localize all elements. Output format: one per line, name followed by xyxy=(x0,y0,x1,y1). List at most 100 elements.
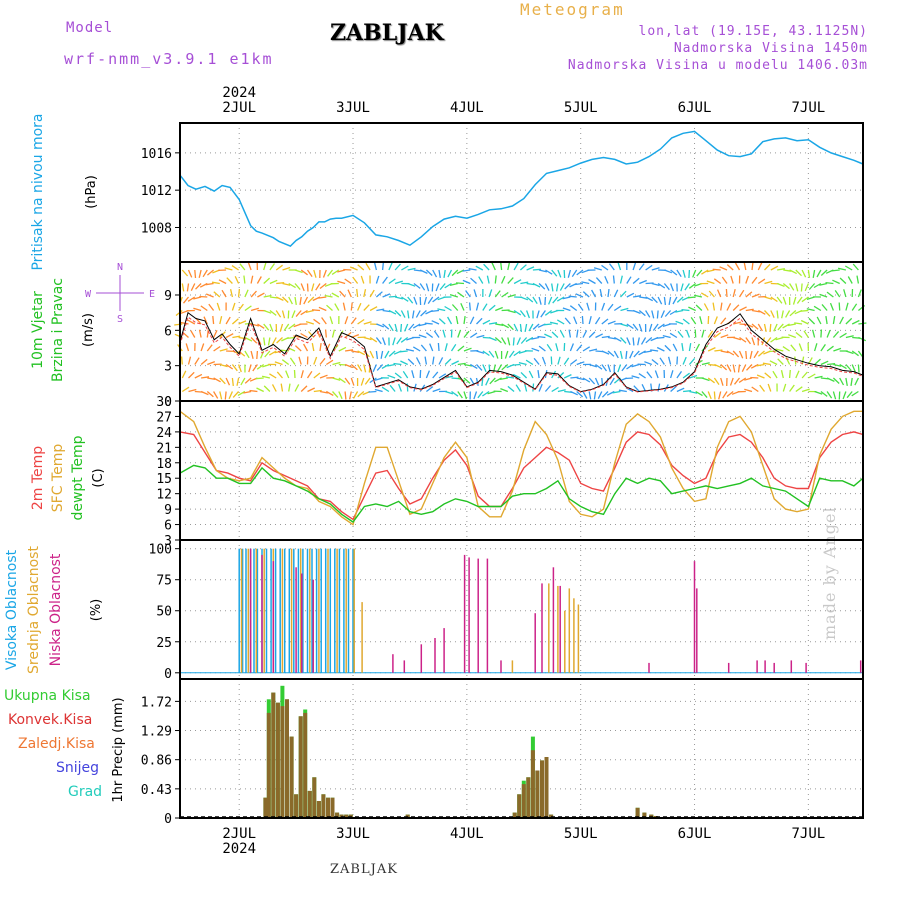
precip-conv-bar xyxy=(521,784,526,818)
wind-arrow xyxy=(576,269,584,276)
wind-arrow xyxy=(412,323,421,329)
wind-arrow xyxy=(207,377,216,381)
wind-arrow xyxy=(488,364,491,373)
wind-arrow xyxy=(455,282,465,285)
wind-arrow xyxy=(499,377,508,381)
wind-arrow xyxy=(426,386,434,393)
wind-arrow xyxy=(444,305,452,312)
wind-arrow xyxy=(746,364,753,371)
wind-arrow xyxy=(488,336,497,342)
precip-legend-0: Ukupna Kisa xyxy=(4,688,91,704)
wind-arrow xyxy=(397,383,403,392)
top-day-label: 3JUL xyxy=(336,100,370,116)
wind-arrow xyxy=(591,289,597,298)
wind-arrow xyxy=(469,332,478,339)
wind-arrow xyxy=(532,268,541,271)
wind-arrow xyxy=(620,337,627,344)
wind-arrow xyxy=(388,262,393,271)
wind-arrow xyxy=(839,377,845,386)
wind-arrow xyxy=(573,316,578,325)
wind-arrow xyxy=(707,377,715,384)
precip-conv-bar xyxy=(271,692,276,818)
wind-arrow xyxy=(288,383,291,392)
wind-arrow xyxy=(617,262,622,271)
wind-arrow xyxy=(632,309,641,315)
wind-arrow xyxy=(712,268,721,271)
wind-arrow xyxy=(688,306,696,312)
wind-arrow xyxy=(332,361,341,366)
wind-arrow xyxy=(447,316,453,325)
precip-conv-bar xyxy=(642,812,647,818)
wind-arrow xyxy=(487,390,496,395)
wind-arrow xyxy=(513,350,521,357)
wind-arrow xyxy=(432,388,441,393)
wind-arrow xyxy=(234,276,240,284)
wind-arrow xyxy=(449,293,458,298)
wind-arrow xyxy=(507,309,516,314)
top-year-label: 2024 xyxy=(222,85,256,101)
wind-arrow xyxy=(526,266,535,271)
wind-arrow xyxy=(181,269,189,277)
wind-arrow xyxy=(795,370,800,379)
wind-arrow xyxy=(852,263,859,271)
wind-arrow xyxy=(769,323,772,333)
wind-arrow xyxy=(794,322,803,325)
wind-arrow xyxy=(633,350,640,358)
wind-arrow xyxy=(526,296,534,303)
wind-arrow xyxy=(763,323,767,332)
wind-arrow xyxy=(643,350,652,354)
wind-arrow xyxy=(368,390,377,393)
precip-conv-bar xyxy=(530,750,535,818)
wind-arrow xyxy=(788,369,791,379)
wind-arrow xyxy=(706,280,715,285)
wind-arrow xyxy=(462,279,471,285)
wind-arrow xyxy=(238,320,247,325)
wind-arrow xyxy=(851,350,859,357)
wind-arrow xyxy=(832,279,840,285)
wind-arrow xyxy=(703,303,709,311)
wind-arrow xyxy=(645,296,654,302)
wind-arrow xyxy=(795,331,803,339)
wind-arrow xyxy=(400,310,406,318)
wind-arrow xyxy=(667,356,672,365)
wind-arrow xyxy=(656,346,665,352)
precip-conv-bar xyxy=(280,706,285,818)
wind-arrow xyxy=(759,384,766,392)
wind-arrow xyxy=(640,337,647,345)
wind-arrow xyxy=(244,305,252,312)
wind-arrow xyxy=(650,349,659,352)
wind-arrow xyxy=(762,362,771,366)
wind-arrow xyxy=(482,319,491,325)
wind-arrow xyxy=(419,283,426,291)
wind-arrow xyxy=(720,334,729,339)
wind-arrow xyxy=(646,371,653,379)
wind-arrow xyxy=(308,331,315,338)
wind-arrow xyxy=(357,264,365,271)
wind-arrow xyxy=(331,329,336,338)
wind-arrow xyxy=(701,362,710,366)
wind-arrow xyxy=(512,337,515,346)
model-altitude-label: Nadmorska Visina u modelu 1406.03m xyxy=(567,58,868,73)
wind-arrow xyxy=(376,308,385,312)
wind-arrow xyxy=(269,263,276,271)
wind-arrow xyxy=(557,269,562,278)
wind-arrow xyxy=(281,310,286,319)
wind-arrow xyxy=(427,296,434,304)
wind-arrow xyxy=(714,349,723,352)
wind-arrow xyxy=(652,323,659,331)
wind-arrow xyxy=(225,316,231,325)
wind-arrow xyxy=(202,269,208,278)
wind-arrow xyxy=(369,336,378,343)
wind-arrow xyxy=(275,264,283,271)
precip-conv-bar xyxy=(517,794,522,818)
y-tick-label: 0 xyxy=(164,812,172,827)
wind-arrow xyxy=(372,364,377,373)
wind-arrow xyxy=(188,388,197,393)
wind-arrow xyxy=(451,360,459,366)
wind-arrow xyxy=(369,350,375,359)
wind-arrow xyxy=(393,362,402,366)
wind-arrow xyxy=(399,350,408,353)
wind-arrow xyxy=(429,343,434,352)
wind-arrow xyxy=(751,323,759,330)
wind-arrow xyxy=(219,316,223,325)
